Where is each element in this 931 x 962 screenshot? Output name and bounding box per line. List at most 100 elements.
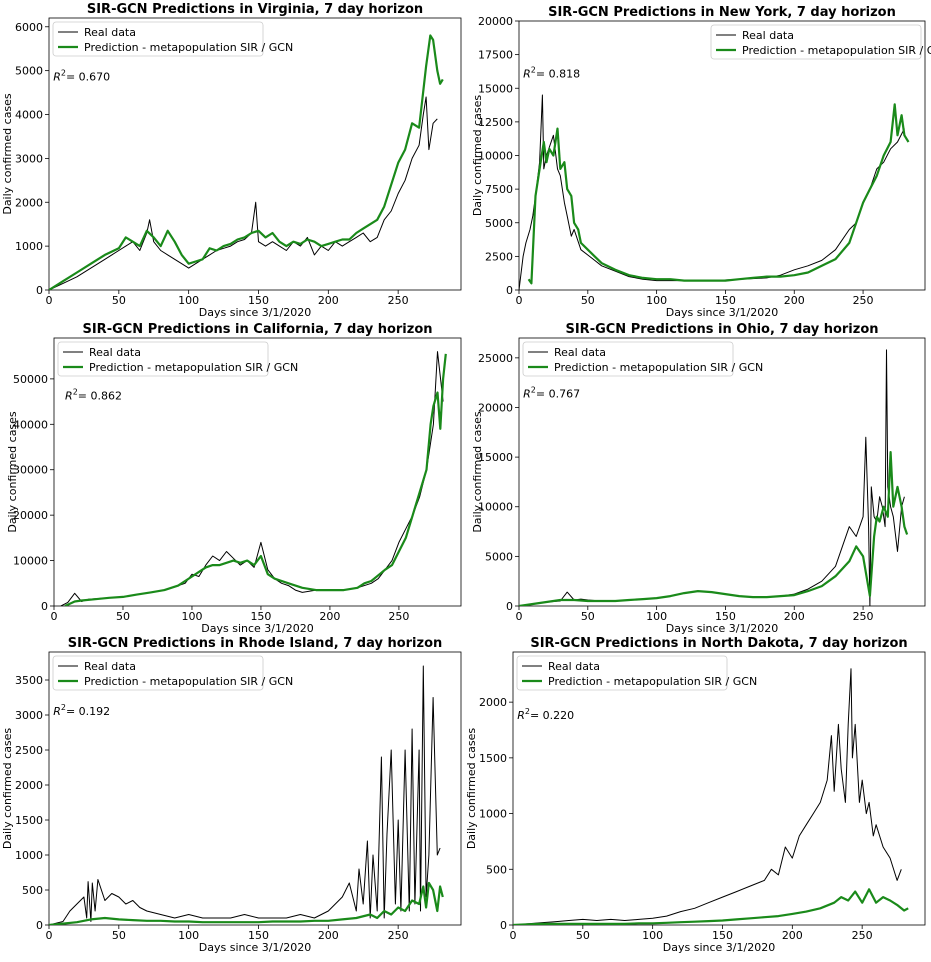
x-tick-label: 200 — [784, 610, 805, 623]
y-tick-label: 500 — [486, 863, 507, 876]
y-axis-label: Daily confirmed cases — [6, 411, 19, 533]
x-tick-label: 0 — [46, 929, 53, 942]
legend-box — [522, 341, 734, 377]
y-tick-label: 1000 — [15, 849, 43, 862]
legend-entry: Real data — [548, 660, 600, 673]
x-tick-label: 50 — [581, 610, 595, 623]
series-line-prediction — [513, 888, 909, 925]
x-tick-label: 150 — [248, 294, 269, 307]
x-axis-label: Days since 3/1/2020 — [199, 941, 311, 954]
r-squared-annotation: R2= 0.818 — [523, 65, 580, 80]
y-tick-label: 2000 — [15, 196, 43, 209]
chart-title: SIR-GCN Predictions in Rhode Island, 7 d… — [68, 636, 443, 651]
y-tick-label: 30000 — [13, 464, 48, 477]
x-tick-label: 200 — [782, 929, 803, 942]
y-tick-label: 4000 — [15, 109, 43, 122]
y-tick-label: 0 — [36, 919, 43, 932]
y-tick-label: 5000 — [485, 217, 513, 230]
x-tick-label: 200 — [318, 294, 339, 307]
legend-entry: Real data — [84, 660, 136, 673]
x-tick-label: 250 — [853, 610, 874, 623]
y-tick-label: 1500 — [479, 752, 507, 765]
legend: Real data Prediction - metapopulation SIR… — [52, 21, 293, 57]
x-tick-label: 150 — [250, 610, 271, 623]
y-tick-label: 3000 — [15, 709, 43, 722]
y-tick-label: 0 — [506, 600, 513, 613]
x-tick-label: 0 — [46, 294, 53, 307]
series-line-real-data — [49, 96, 438, 290]
x-tick-label: 200 — [319, 610, 340, 623]
chart-panel-1: SIR-GCN Predictions in New York, 7 day h… — [471, 5, 931, 319]
y-axis-label: Daily confirmed cases — [465, 728, 478, 850]
y-tick-label: 15000 — [478, 451, 513, 464]
x-tick-label: 100 — [646, 610, 667, 623]
legend-box — [57, 341, 269, 377]
legend-entry: Prediction - metapopulation SIR / GCN — [89, 361, 298, 374]
y-tick-label: 2000 — [479, 696, 507, 709]
y-axis-label: Daily confirmed cases — [471, 411, 484, 533]
legend: Real data Prediction - metapopulation SIR… — [57, 341, 298, 377]
x-axis-label: Days since 3/1/2020 — [199, 306, 311, 319]
chart-panel-5: SIR-GCN Predictions in North Dakota, 7 d… — [465, 636, 926, 954]
chart-panel-4: SIR-GCN Predictions in Rhode Island, 7 d… — [1, 636, 462, 954]
x-tick-label: 100 — [178, 294, 199, 307]
legend-entry: Prediction - metapopulation SIR / GCN — [84, 41, 293, 54]
x-tick-label: 0 — [516, 610, 523, 623]
x-tick-label: 250 — [852, 929, 873, 942]
x-axis-label: Days since 3/1/2020 — [663, 941, 775, 954]
chart-title: SIR-GCN Predictions in Virginia, 7 day h… — [87, 2, 423, 17]
x-tick-label: 50 — [581, 294, 595, 307]
y-tick-label: 1000 — [15, 240, 43, 253]
plot-frame — [518, 337, 926, 607]
legend-entry: Real data — [84, 26, 136, 39]
legend: Real data Prediction - metapopulation SIR… — [710, 24, 931, 60]
y-tick-label: 0 — [36, 284, 43, 297]
x-tick-label: 150 — [715, 294, 736, 307]
legend-entry: Prediction - metapopulation SIR / GCN — [554, 361, 763, 374]
x-tick-label: 100 — [178, 929, 199, 942]
r-squared-annotation: R2= 0.670 — [53, 68, 110, 83]
x-tick-label: 200 — [784, 294, 805, 307]
chart-title: SIR-GCN Predictions in North Dakota, 7 d… — [530, 636, 907, 651]
chart-title: SIR-GCN Predictions in California, 7 day… — [82, 322, 432, 337]
series-line-prediction — [527, 103, 910, 285]
y-axis-label: Daily confirmed cases — [471, 95, 484, 217]
series-line-prediction — [49, 881, 444, 925]
y-tick-label: 15000 — [478, 82, 513, 95]
chart-panel-0: SIR-GCN Predictions in Virginia, 7 day h… — [1, 2, 462, 319]
y-tick-label: 10000 — [478, 501, 513, 514]
r-squared-annotation: R2= 0.862 — [65, 387, 122, 402]
legend-entry: Prediction - metapopulation SIR / GCN — [84, 675, 293, 688]
legend-box — [52, 655, 264, 691]
y-tick-label: 5000 — [485, 550, 513, 563]
legend: Real data Prediction - metapopulation SIR… — [516, 655, 757, 691]
legend: Real data Prediction - metapopulation SIR… — [522, 341, 763, 377]
y-tick-label: 3000 — [15, 152, 43, 165]
y-tick-label: 6000 — [15, 21, 43, 34]
r-squared-annotation: R2= 0.220 — [517, 707, 574, 722]
x-tick-label: 250 — [853, 294, 874, 307]
x-tick-label: 250 — [388, 294, 409, 307]
y-axis-label: Daily confirmed cases — [1, 728, 14, 850]
series-line-prediction — [49, 34, 444, 290]
y-tick-label: 0 — [506, 284, 513, 297]
chart-panel-3: SIR-GCN Predictions in Ohio, 7 day horiz… — [471, 322, 926, 635]
y-tick-label: 50000 — [13, 373, 48, 386]
series-line-prediction — [64, 353, 447, 606]
x-tick-label: 0 — [51, 610, 58, 623]
plot-frame — [512, 651, 926, 926]
y-tick-label: 0 — [41, 600, 48, 613]
legend-box — [52, 21, 264, 57]
y-tick-label: 20000 — [13, 509, 48, 522]
series-line-real-data — [49, 665, 441, 925]
y-tick-label: 7500 — [485, 183, 513, 196]
legend-entry: Real data — [89, 346, 141, 359]
x-axis-label: Days since 3/1/2020 — [666, 622, 778, 635]
legend-entry: Prediction - metapopulation SIR / GCN — [742, 44, 931, 57]
y-tick-label: 10000 — [13, 555, 48, 568]
y-axis-label: Daily confirmed cases — [1, 93, 14, 215]
x-axis-label: Days since 3/1/2020 — [201, 622, 313, 635]
y-tick-label: 2500 — [15, 744, 43, 757]
x-tick-label: 100 — [642, 929, 663, 942]
y-tick-label: 0 — [500, 919, 507, 932]
